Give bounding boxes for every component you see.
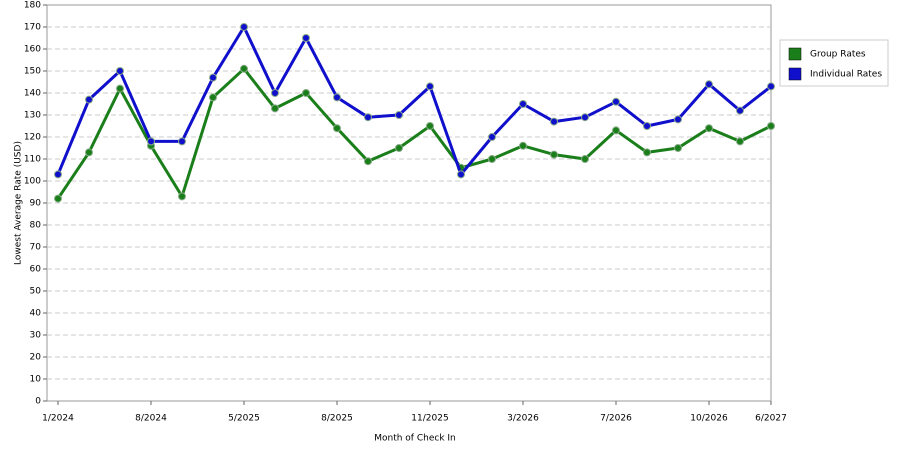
data-point (643, 122, 651, 130)
data-point (767, 122, 775, 130)
x-tick-label: 3/2026 (507, 414, 539, 424)
data-point (519, 100, 527, 108)
y-tick-label: 120 (24, 133, 41, 143)
data-point (271, 104, 279, 113)
series-line (56, 25, 772, 176)
data-point (54, 170, 62, 179)
y-tick-label: 90 (30, 199, 42, 209)
y-tick-label: 150 (24, 67, 41, 77)
x-tick-label: 10/2026 (690, 414, 728, 424)
data-point (178, 192, 186, 201)
data-point (271, 89, 279, 97)
data-point (209, 93, 217, 102)
y-tick-label: 110 (24, 155, 41, 165)
y-tick-label: 10 (30, 375, 42, 385)
data-point (612, 126, 620, 135)
data-point (488, 133, 496, 141)
y-tick-label: 170 (24, 23, 41, 33)
data-point (550, 117, 558, 126)
data-point (240, 23, 248, 31)
y-tick-label: 50 (30, 287, 42, 297)
data-point (302, 89, 310, 97)
data-point (736, 106, 744, 115)
data-point (85, 95, 93, 104)
y-tick-label: 20 (30, 353, 42, 363)
data-point (426, 82, 434, 91)
data-point (550, 150, 558, 159)
data-point (240, 64, 248, 73)
data-point (333, 93, 341, 102)
data-point (54, 194, 62, 203)
legend-swatch (788, 47, 802, 61)
y-tick-label: 70 (30, 243, 42, 253)
data-point (364, 113, 372, 122)
x-tick-label: 8/2025 (321, 414, 353, 424)
y-tick-label: 140 (24, 89, 41, 99)
data-point (116, 84, 124, 93)
data-point (705, 80, 713, 89)
data-point (643, 148, 651, 157)
data-point (519, 141, 527, 150)
y-tick-label: 100 (24, 177, 41, 187)
data-point (395, 111, 403, 119)
x-axis-label: Month of Check In (374, 434, 456, 444)
x-tick-label: 7/2026 (600, 414, 632, 424)
data-point (395, 144, 403, 152)
legend-label: Group Rates (810, 50, 866, 60)
y-tick-label: 80 (30, 221, 42, 231)
y-tick-label: 40 (30, 309, 42, 319)
data-point (705, 124, 713, 133)
series-line (56, 67, 772, 200)
data-point (674, 115, 682, 124)
data-point (178, 137, 186, 146)
data-point (209, 73, 217, 82)
data-point (581, 113, 589, 122)
data-point (488, 155, 496, 163)
data-point (581, 155, 589, 163)
y-tick-label: 180 (24, 1, 41, 11)
data-point (457, 170, 465, 179)
data-point (767, 82, 775, 91)
data-point (85, 148, 93, 157)
data-point (333, 124, 341, 133)
data-point (147, 137, 155, 146)
y-tick-label: 160 (24, 45, 41, 55)
legend-label: Individual Rates (810, 70, 882, 80)
data-point (612, 97, 620, 106)
x-tick-label: 5/2025 (228, 414, 260, 424)
y-tick-label: 130 (24, 111, 41, 121)
x-tick-label: 1/2024 (42, 414, 74, 424)
data-point (674, 144, 682, 152)
x-tick-label: 8/2024 (135, 414, 167, 424)
x-tick-label: 6/2027 (755, 414, 787, 424)
y-tick-label: 30 (30, 331, 42, 341)
y-tick-label: 0 (35, 397, 41, 407)
data-point (426, 122, 434, 130)
y-axis-label: Lowest Average Rate (USD) (14, 141, 24, 265)
x-tick-label: 11/2025 (411, 414, 448, 424)
data-point (116, 67, 124, 75)
data-point (364, 157, 372, 166)
legend-swatch (788, 67, 802, 81)
data-point (302, 34, 310, 42)
y-tick-label: 60 (30, 265, 42, 275)
data-point (736, 137, 744, 146)
